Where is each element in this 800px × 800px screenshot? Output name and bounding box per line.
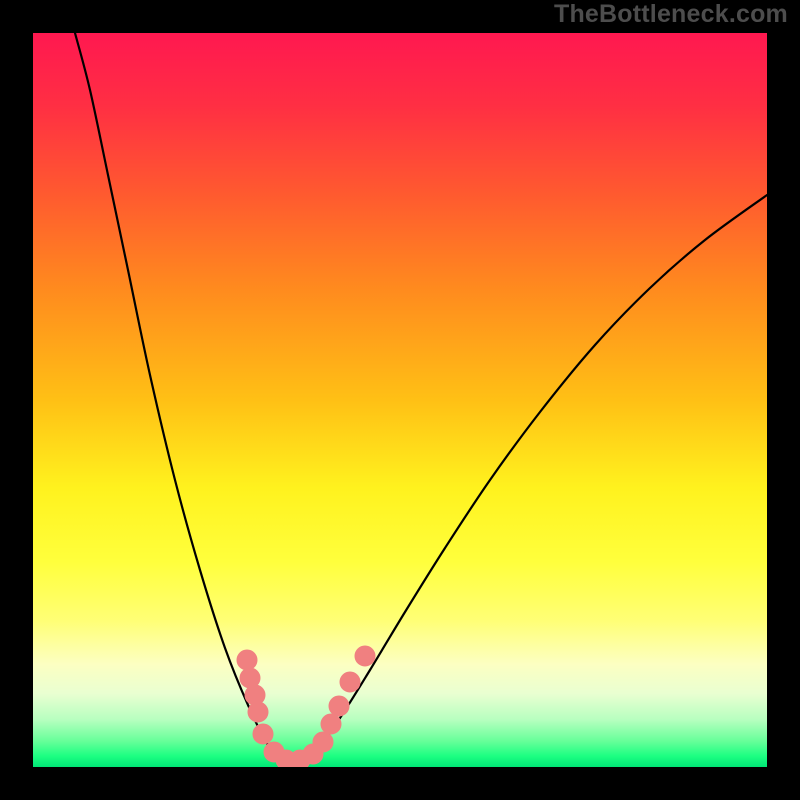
chart-canvas: TheBottleneck.com [0, 0, 800, 800]
data-marker [248, 702, 268, 722]
bottleneck-chart [0, 0, 800, 800]
data-marker [329, 696, 349, 716]
plot-background-gradient [33, 33, 767, 767]
data-marker [253, 724, 273, 744]
data-marker [321, 714, 341, 734]
data-marker [313, 732, 333, 752]
data-marker [340, 672, 360, 692]
data-marker [237, 650, 257, 670]
data-marker [355, 646, 375, 666]
